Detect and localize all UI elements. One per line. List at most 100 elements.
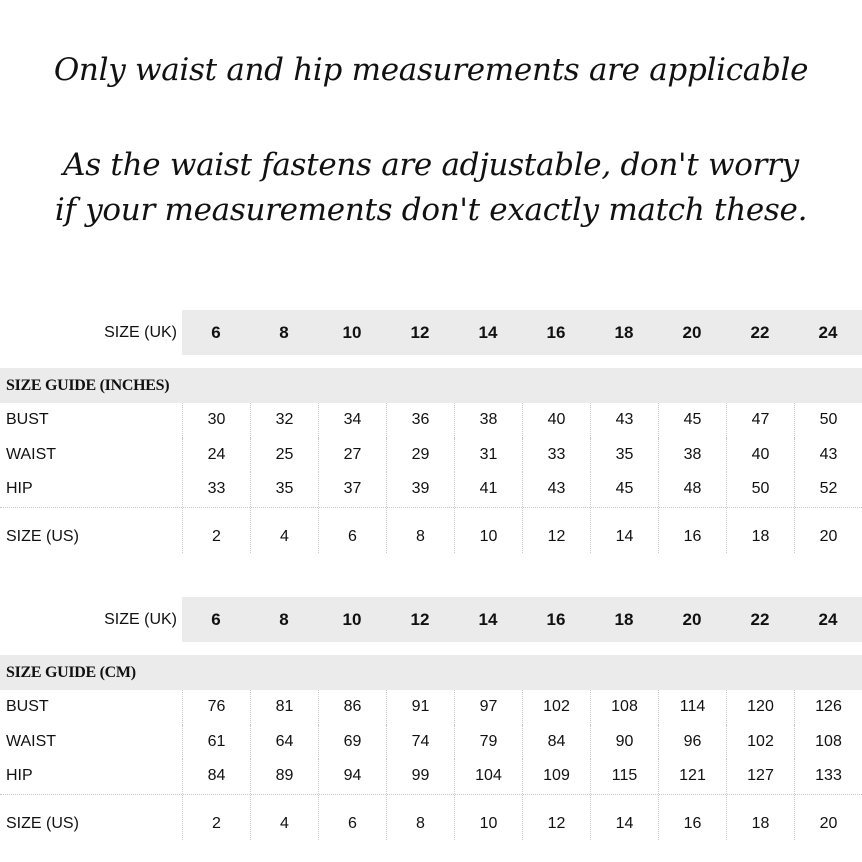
section-title: SIZE GUIDE (INCHES) <box>0 368 862 403</box>
measurement-cell: 45 <box>590 472 658 507</box>
uk-size-label: SIZE (UK) <box>0 597 182 642</box>
uk-size-cell: 18 <box>614 323 634 342</box>
us-size-cell: 2 <box>182 507 250 553</box>
measurement-cell: 25 <box>250 437 318 472</box>
us-size-cell: 4 <box>250 794 318 840</box>
measurement-cell: 29 <box>386 437 454 472</box>
heading-adjustable-line1: As the waist fastens are adjustable, don… <box>63 147 799 183</box>
measurement-cell: 32 <box>250 403 318 438</box>
measurement-cell: 50 <box>794 403 862 438</box>
measurement-cell: 47 <box>726 403 794 438</box>
size-table-cm: SIZE (UK) 6 8 10 12 14 16 18 20 22 24 SIZE GUIDE (C… <box>0 597 862 840</box>
measurement-cell: 74 <box>386 724 454 759</box>
uk-size-cell: 16 <box>546 323 566 342</box>
us-size-cell: 12 <box>522 507 590 553</box>
us-size-cell: 2 <box>182 794 250 840</box>
heading-applicable: Only waist and hip measurements are appl… <box>53 52 809 88</box>
uk-size-cell: 16 <box>546 610 566 629</box>
uk-size-cell: 12 <box>410 610 430 629</box>
heading-adjustable-line2: if your measurements don't exactly match… <box>54 192 808 228</box>
measurement-cell: 33 <box>522 437 590 472</box>
uk-size-cell: 24 <box>818 610 838 629</box>
measurement-cell: 99 <box>386 759 454 794</box>
us-size-cell: 16 <box>658 507 726 553</box>
measurement-cell: 45 <box>658 403 726 438</box>
uk-size-cell: 22 <box>750 323 770 342</box>
measurement-cell: 38 <box>454 403 522 438</box>
measurement-cell: 109 <box>522 759 590 794</box>
measurement-cell: 133 <box>794 759 862 794</box>
us-size-label: SIZE (US) <box>6 814 79 832</box>
uk-size-cell: 24 <box>818 323 838 342</box>
measurement-cell: 31 <box>454 437 522 472</box>
measurement-cell: 76 <box>182 690 250 725</box>
us-size-cell: 20 <box>794 507 862 553</box>
measurement-cell: 30 <box>182 403 250 438</box>
us-size-cell: 14 <box>590 507 658 553</box>
measurement-cell: 69 <box>318 724 386 759</box>
us-size-cell: 18 <box>726 794 794 840</box>
measurement-cell: 114 <box>658 690 726 725</box>
measurement-cell: 91 <box>386 690 454 725</box>
uk-size-cell: 14 <box>478 610 498 629</box>
row-label: BUST <box>6 698 49 715</box>
uk-size-cell: 6 <box>211 610 221 629</box>
uk-size-cell: 6 <box>211 323 221 342</box>
measurement-cell: 43 <box>522 472 590 507</box>
row-label: WAIST <box>6 445 57 463</box>
measurement-row-waist: WAIST 24 25 27 29 31 33 35 38 40 43 <box>0 437 862 472</box>
measurement-row-waist: WAIST 61 64 69 74 79 84 90 96 102 108 <box>0 724 862 759</box>
measurement-cell: 96 <box>658 724 726 759</box>
us-size-cell: 4 <box>250 507 318 553</box>
measurement-cell: 121 <box>658 759 726 794</box>
us-size-cell: 20 <box>794 794 862 840</box>
measurement-cell: 33 <box>182 472 250 507</box>
us-size-cell: 10 <box>454 794 522 840</box>
uk-size-cells: 6 8 10 12 14 16 18 20 22 24 <box>182 310 862 355</box>
measurement-cell: 52 <box>794 472 862 507</box>
us-size-cell: 8 <box>386 794 454 840</box>
measurement-cell: 104 <box>454 759 522 794</box>
uk-size-header-row: SIZE (UK) 6 8 10 12 14 16 18 20 22 24 <box>0 597 862 642</box>
measurement-cell: 40 <box>522 403 590 438</box>
us-size-cell: 8 <box>386 507 454 553</box>
us-size-row: SIZE (US) 2 4 6 8 10 12 14 16 18 20 <box>0 793 862 840</box>
uk-size-cell: 12 <box>410 323 430 342</box>
measurement-row-hip: HIP 33 35 37 39 41 43 45 48 50 52 <box>0 472 862 507</box>
measurement-row-bust: BUST 76 81 86 91 97 102 108 114 120 126 <box>0 690 862 725</box>
us-size-cell: 16 <box>658 794 726 840</box>
uk-size-label: SIZE (UK) <box>0 310 182 355</box>
measurement-cell: 39 <box>386 472 454 507</box>
measurement-cell: 102 <box>726 724 794 759</box>
row-label: WAIST <box>6 732 57 750</box>
size-table-inches: SIZE (UK) 6 8 10 12 14 16 18 20 22 24 SIZE GUIDE (I… <box>0 310 862 553</box>
measurement-cell: 79 <box>454 724 522 759</box>
measurement-cell: 35 <box>250 472 318 507</box>
measurement-cell: 24 <box>182 437 250 472</box>
us-size-cell: 6 <box>318 794 386 840</box>
measurement-cell: 102 <box>522 690 590 725</box>
uk-size-cell: 10 <box>342 323 362 342</box>
measurement-cell: 64 <box>250 724 318 759</box>
measurement-cell: 41 <box>454 472 522 507</box>
uk-size-cell: 20 <box>682 323 702 342</box>
measurement-cell: 120 <box>726 690 794 725</box>
measurement-cell: 27 <box>318 437 386 472</box>
row-label: BUST <box>6 411 49 428</box>
uk-size-cell: 22 <box>750 610 770 629</box>
us-size-cell: 6 <box>318 507 386 553</box>
us-size-label: SIZE (US) <box>6 527 79 545</box>
uk-size-cell: 14 <box>478 323 498 342</box>
measurement-cell: 94 <box>318 759 386 794</box>
uk-size-cell: 8 <box>279 610 289 629</box>
measurement-cell: 86 <box>318 690 386 725</box>
measurement-row-hip: HIP 84 89 94 99 104 109 115 121 127 133 <box>0 759 862 794</box>
measurement-cell: 37 <box>318 472 386 507</box>
measurement-cell: 127 <box>726 759 794 794</box>
measurement-cell: 97 <box>454 690 522 725</box>
measurement-cell: 89 <box>250 759 318 794</box>
measurement-cell: 61 <box>182 724 250 759</box>
measurement-cell: 38 <box>658 437 726 472</box>
uk-size-cell: 20 <box>682 610 702 629</box>
measurement-cell: 108 <box>590 690 658 725</box>
